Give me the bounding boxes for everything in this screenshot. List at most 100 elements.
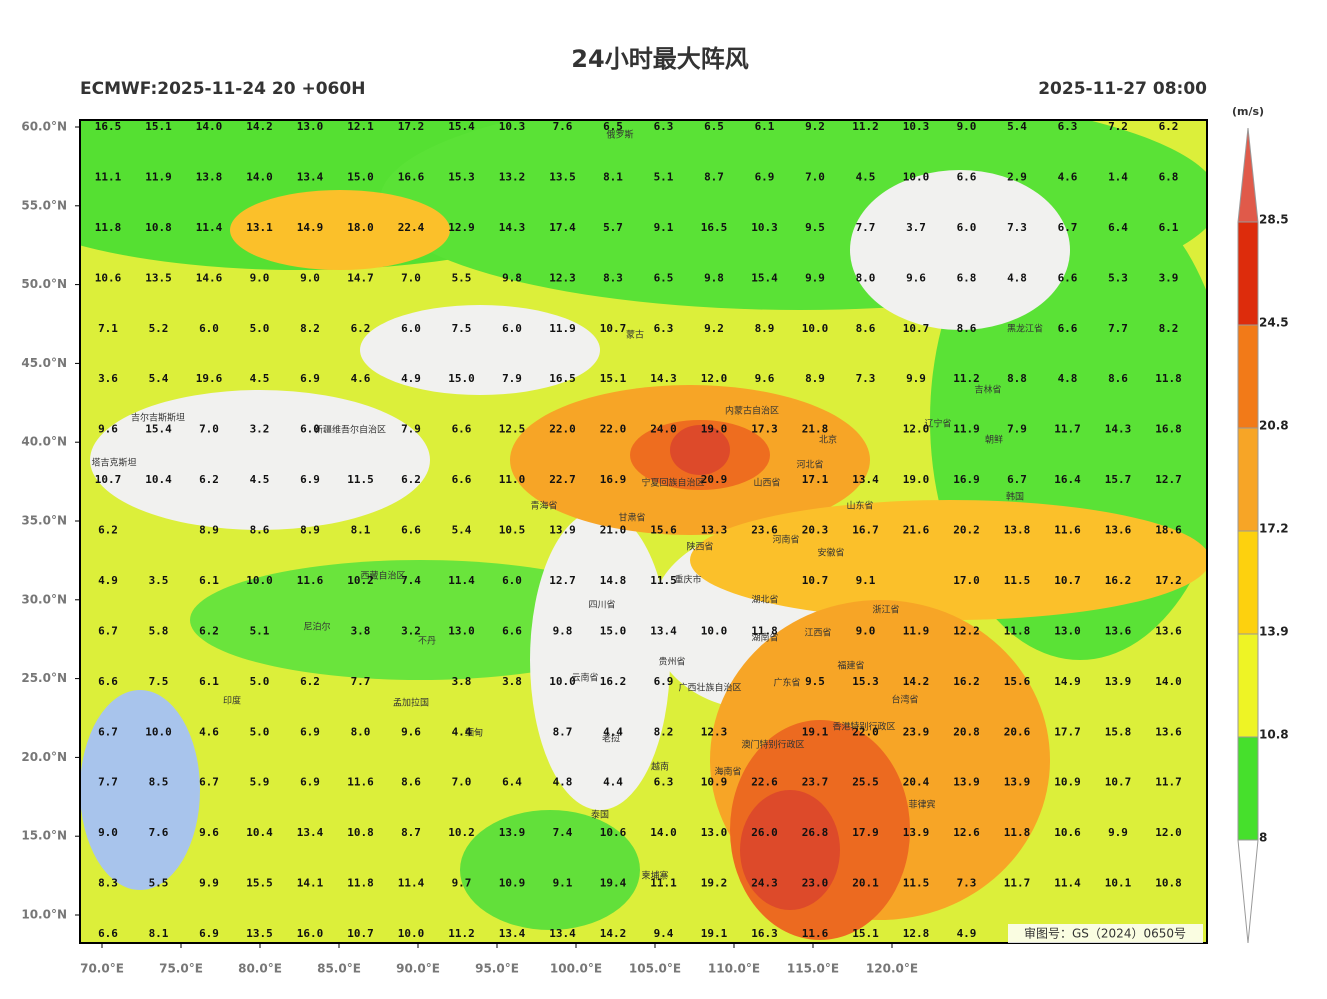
gust-value: 11.7 [1004, 877, 1031, 890]
gust-value: 11.9 [549, 322, 576, 335]
gust-value: 14.0 [650, 826, 677, 839]
gust-value: 14.7 [347, 271, 374, 284]
gust-value: 6.0 [957, 221, 977, 234]
y-tick-label: 40.0°N [21, 435, 67, 449]
gust-value: 10.2 [448, 826, 475, 839]
gust-value: 6.2 [351, 322, 371, 335]
gust-value: 8.1 [351, 524, 371, 537]
gust-value: 20.1 [852, 877, 879, 890]
x-tick-label: 90.0°E [396, 962, 440, 976]
gust-value: 9.8 [502, 271, 522, 284]
gust-value: 13.4 [297, 170, 324, 183]
gust-value: 6.7 [1058, 221, 1078, 234]
gust-value: 13.2 [499, 170, 526, 183]
gust-value: 8.9 [805, 372, 825, 385]
gust-value: 4.4 [452, 725, 472, 738]
gust-value: 11.7 [1054, 423, 1081, 436]
gust-value: 10.0 [802, 322, 829, 335]
place-label: 安徽省 [817, 547, 844, 559]
place-label: 澳门特别行政区 [741, 739, 804, 751]
gust-value: 10.4 [145, 473, 172, 486]
gust-value: 8.6 [401, 776, 421, 789]
gust-value: 13.0 [1054, 624, 1081, 637]
gust-value: 11.0 [499, 473, 526, 486]
gust-value: 8.9 [300, 524, 320, 537]
gust-value: 12.5 [499, 423, 526, 436]
gust-value: 6.7 [98, 725, 118, 738]
gust-value: 6.6 [1058, 322, 1078, 335]
gust-value: 6.5 [603, 120, 623, 133]
gust-value: 6.6 [502, 624, 522, 637]
gust-value: 6.0 [199, 322, 219, 335]
gust-value: 5.4 [149, 372, 169, 385]
gust-value: 16.5 [95, 120, 122, 133]
place-label: 朝鲜 [985, 434, 1003, 446]
gust-value: 4.9 [957, 927, 977, 940]
gust-value: 17.1 [802, 473, 829, 486]
gust-value: 7.5 [452, 322, 472, 335]
legend-label: 10.8 [1259, 728, 1289, 742]
gust-value: 18.6 [1155, 524, 1182, 537]
gust-value: 9.6 [755, 372, 775, 385]
plot-frame [79, 119, 1208, 944]
gust-value: 11.9 [903, 624, 930, 637]
gust-value: 5.5 [149, 877, 169, 890]
gust-value: 5.1 [250, 624, 270, 637]
gust-value: 3.2 [401, 624, 421, 637]
map-field [80, 120, 1207, 943]
gust-value: 5.4 [452, 524, 472, 537]
gust-value: 10.7 [1054, 574, 1081, 587]
gust-value: 20.4 [903, 776, 930, 789]
gust-value: 6.9 [199, 927, 219, 940]
gust-value: 6.6 [98, 927, 118, 940]
gust-value: 15.1 [145, 120, 172, 133]
gust-value: 13.9 [953, 776, 980, 789]
gust-value: 11.4 [448, 574, 475, 587]
gust-value: 7.0 [199, 423, 219, 436]
gust-value: 9.5 [805, 221, 825, 234]
gust-value: 5.0 [250, 675, 270, 688]
gust-value: 13.9 [549, 524, 576, 537]
gust-value: 16.5 [701, 221, 728, 234]
gust-value: 11.8 [1155, 372, 1182, 385]
gust-value: 6.1 [755, 120, 775, 133]
gust-value: 12.2 [953, 624, 980, 637]
gust-value: 14.9 [1054, 675, 1081, 688]
gust-value: 13.3 [701, 524, 728, 537]
gust-value: 11.4 [1054, 877, 1081, 890]
place-label: 山西省 [753, 477, 780, 489]
gust-value: 6.5 [704, 120, 724, 133]
gust-value: 8.7 [704, 170, 724, 183]
gust-value: 4.5 [250, 473, 270, 486]
place-label: 泰国 [591, 809, 609, 821]
gust-value: 16.5 [549, 372, 576, 385]
gust-value: 5.3 [1108, 271, 1128, 284]
gust-value: 14.8 [600, 574, 627, 587]
place-label: 缅甸 [465, 727, 483, 739]
gust-value: 9.0 [856, 624, 876, 637]
gust-value: 8.7 [553, 725, 573, 738]
gust-value: 7.9 [502, 372, 522, 385]
gust-value: 13.6 [1105, 624, 1132, 637]
gust-value: 4.9 [401, 372, 421, 385]
gust-value: 12.0 [1155, 826, 1182, 839]
legend-swatch [1237, 427, 1259, 532]
gust-value: 9.2 [805, 120, 825, 133]
gust-value: 10.7 [600, 322, 627, 335]
gust-value: 10.4 [246, 826, 273, 839]
place-label: 俄罗斯 [606, 129, 633, 141]
legend-swatch [1237, 736, 1259, 841]
gust-value: 7.1 [98, 322, 118, 335]
gust-value: 14.3 [1105, 423, 1132, 436]
place-label: 韩国 [1006, 491, 1024, 503]
gust-value: 10.9 [1054, 776, 1081, 789]
gust-value: 6.6 [98, 675, 118, 688]
gust-value: 11.6 [297, 574, 324, 587]
gust-value: 6.9 [300, 776, 320, 789]
gust-value: 6.2 [300, 675, 320, 688]
place-label: 陕西省 [686, 541, 713, 553]
gust-value: 6.4 [502, 776, 522, 789]
gust-value: 15.0 [448, 372, 475, 385]
gust-value: 5.2 [149, 322, 169, 335]
gust-value: 5.1 [654, 170, 674, 183]
